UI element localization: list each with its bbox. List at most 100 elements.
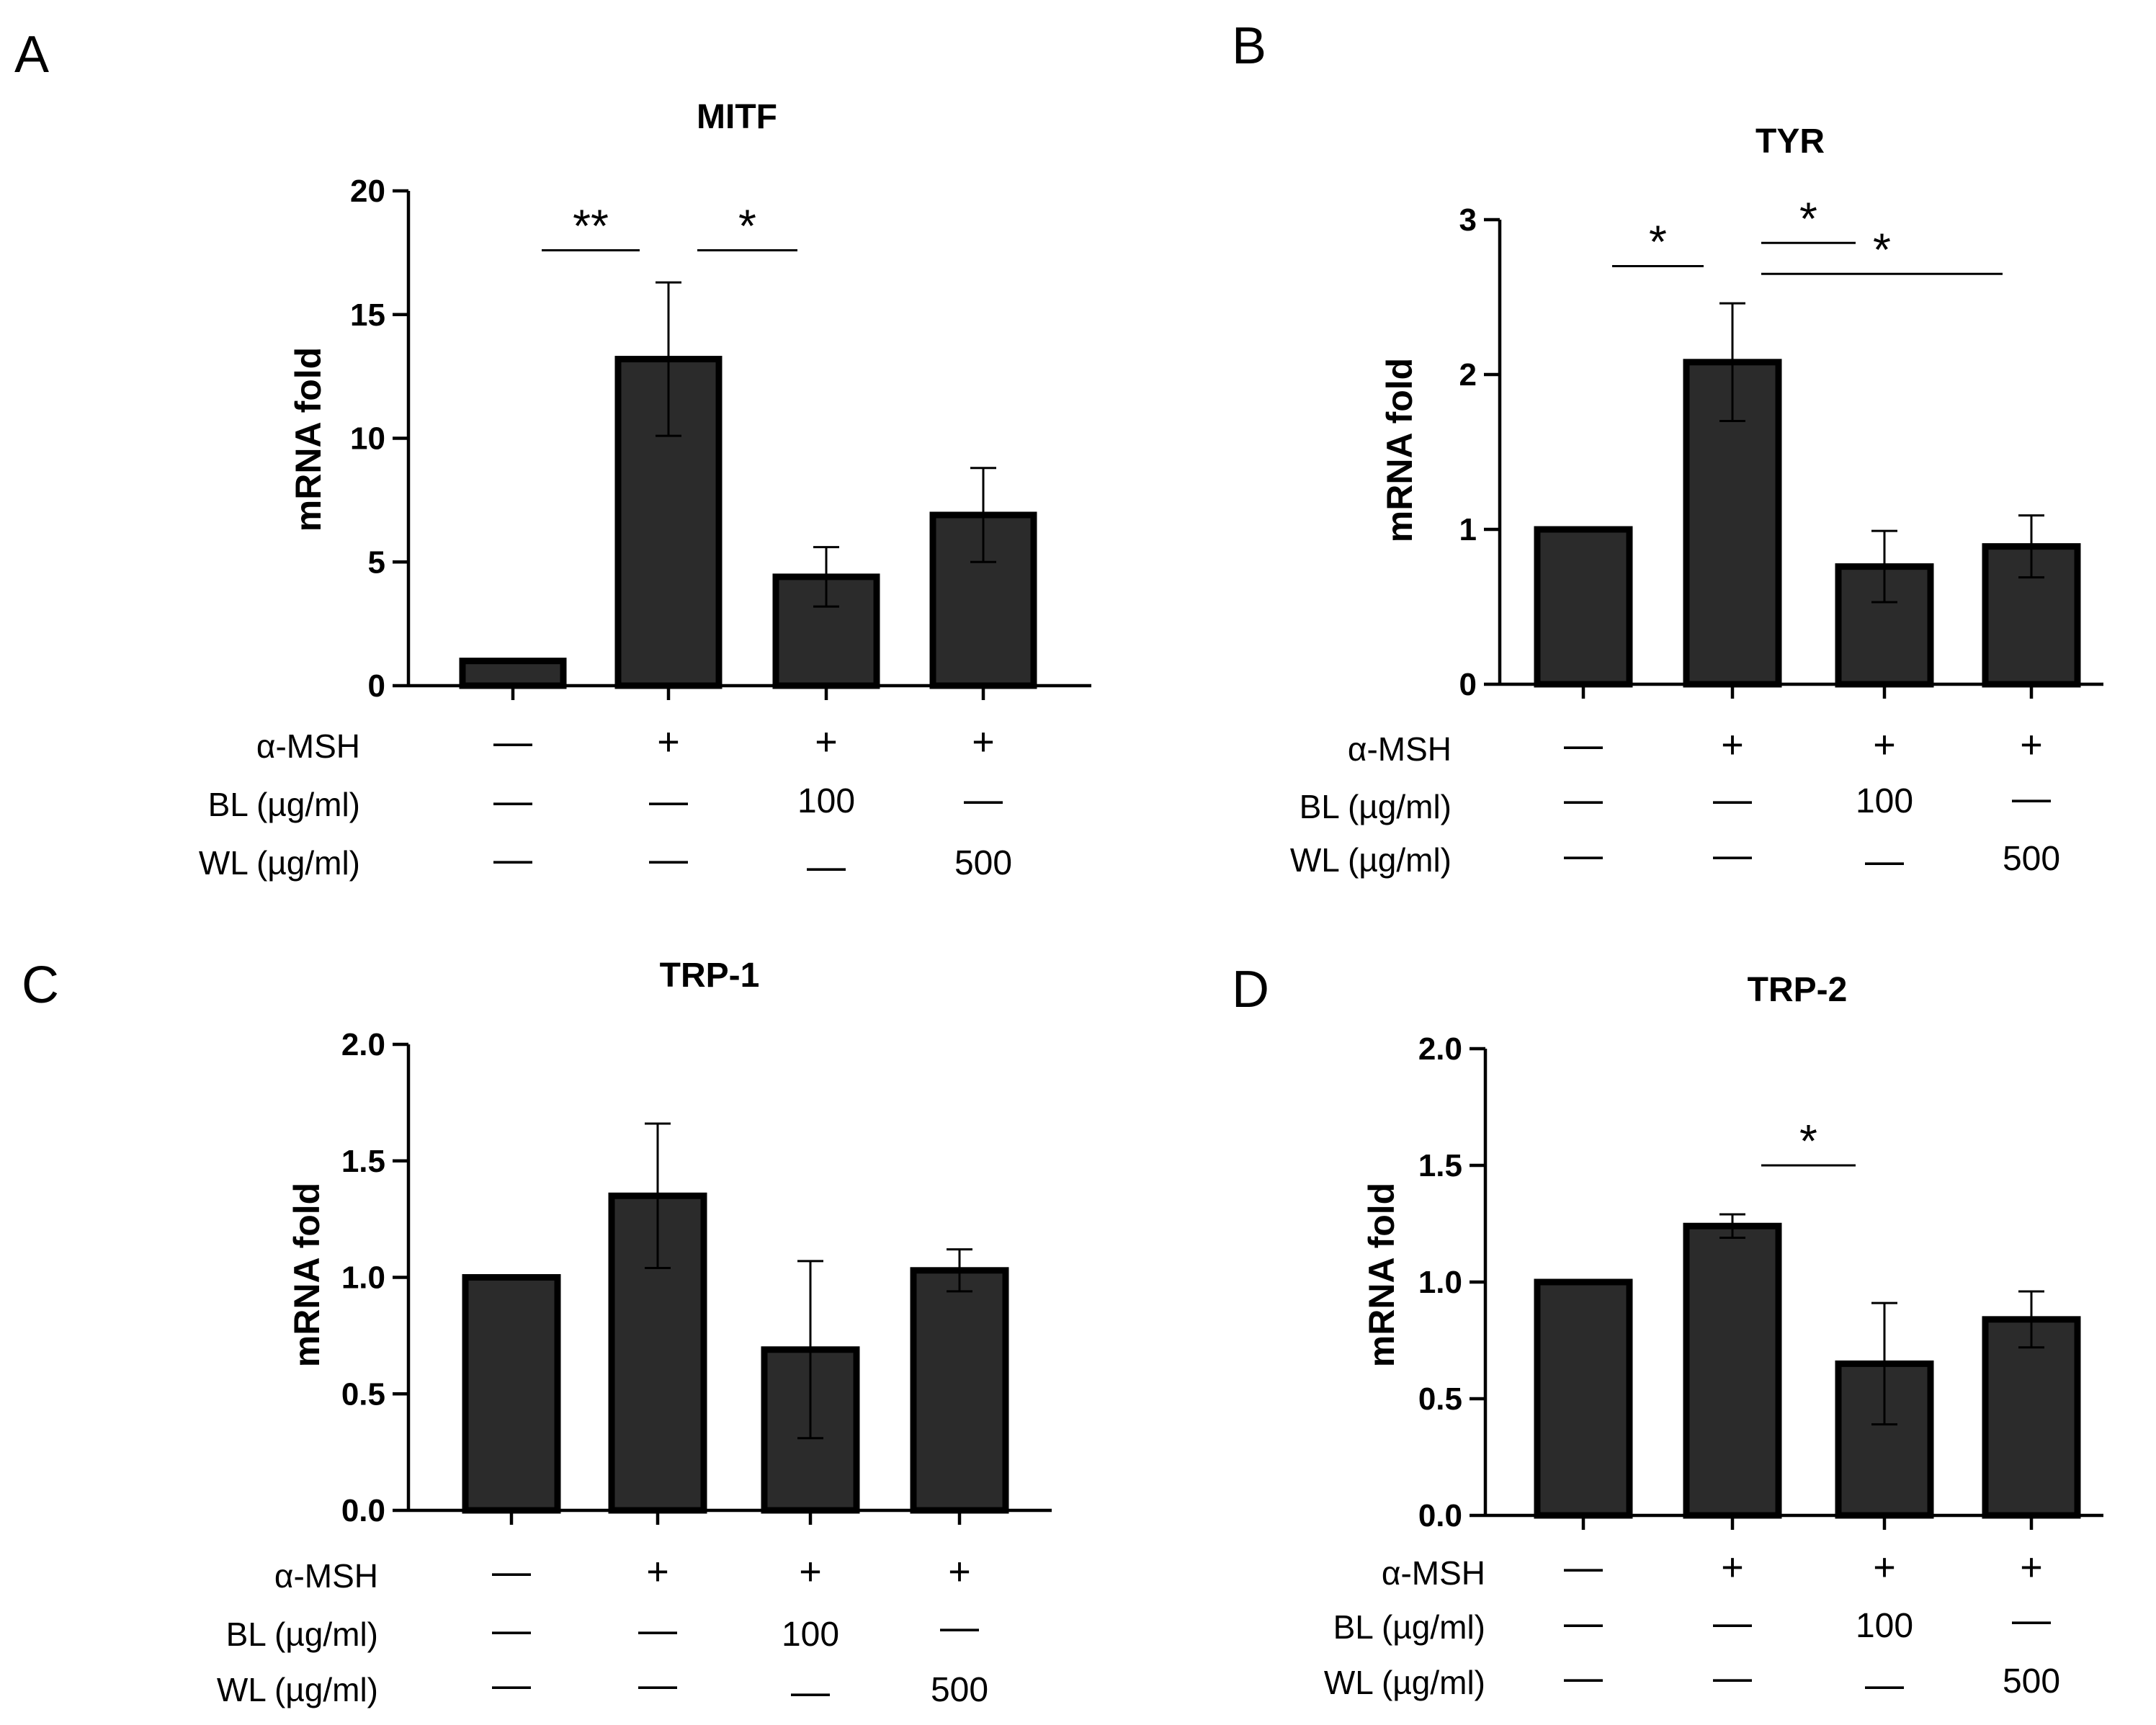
y-axis-ticks: 0 1 2 3 [1459, 202, 1500, 702]
cond-c4-msh: + [948, 1550, 971, 1593]
cond-c4-wl: 500 [2003, 1662, 2060, 1701]
cond-c3-msh: + [1873, 723, 1896, 766]
chart-title: TRP-1 [660, 956, 760, 995]
y-tick-label: 0.0 [1418, 1498, 1462, 1533]
cond-c3-wl: — [1865, 839, 1904, 882]
panel-label-c: C [22, 956, 59, 1014]
cond-c3-bl: 100 [1856, 782, 1913, 820]
chart-marks [459, 281, 1037, 689]
cond-c2-msh: + [1721, 1546, 1744, 1589]
row-label-wl: WL (µg/ml) [199, 844, 360, 882]
y-axis-ticks: 0.0 0.5 1.0 1.5 2.0 [341, 1027, 408, 1528]
significance-annotations: * * * [1612, 192, 2003, 275]
y-tick-label: 2.0 [1418, 1031, 1462, 1067]
y-axis-title: mRNA fold [1361, 1183, 1402, 1367]
panel-c: C TRP-1 mRNA fold 0.0 0.5 1.0 1.5 2.0 α-MSH … [22, 956, 1052, 1713]
condition-table: α-MSH BL (µg/ml) WL (µg/ml) — — — + — — … [1290, 723, 2060, 882]
cond-c4-bl: — [2012, 1598, 2051, 1641]
cond-c1-bl: — [493, 779, 532, 823]
bar [462, 1274, 561, 1514]
cond-c1-wl: — [492, 1663, 531, 1706]
x-axis-ticks [511, 686, 985, 700]
cond-c2-bl: — [649, 779, 688, 823]
x-axis-ticks [1581, 684, 2034, 699]
row-label-wl: WL (µg/ml) [1324, 1664, 1485, 1701]
chart-title: TYR [1755, 122, 1825, 161]
cond-c1-wl: — [1564, 833, 1603, 877]
y-tick-label: 0.5 [1418, 1381, 1462, 1417]
cond-c1-bl: — [1564, 778, 1603, 821]
cond-c3-wl: — [791, 1670, 830, 1713]
cond-c3-wl: — [1865, 1663, 1904, 1706]
y-axis-title: mRNA fold [288, 347, 328, 532]
panel-d: D TRP-2 mRNA fold 0.0 0.5 1.0 1.5 2.0 * α-MS… [1232, 961, 2103, 1706]
bar [459, 658, 567, 689]
cond-c4-bl: — [2012, 776, 2051, 820]
cond-c2-bl: — [1713, 1601, 1752, 1644]
cond-c1-msh: — [1564, 1546, 1603, 1589]
y-tick-label: 0 [368, 668, 385, 704]
cond-c3-bl: 100 [797, 782, 855, 820]
significance-annotations: * [1761, 1115, 1856, 1167]
y-tick-label: 0 [1459, 667, 1477, 702]
cond-c4-msh: + [972, 720, 995, 763]
row-label-bl: BL (µg/ml) [1300, 788, 1452, 825]
cond-c1-msh: — [493, 720, 532, 763]
cond-c3-wl: — [807, 845, 846, 888]
y-tick-label: 5 [368, 545, 385, 580]
chart-marks [462, 1122, 1009, 1514]
significance-label: * [1873, 223, 1891, 275]
y-tick-label: 3 [1459, 202, 1477, 238]
cond-c1-msh: — [492, 1550, 531, 1593]
condition-table: α-MSH BL (µg/ml) WL (µg/ml) — — — + — — … [199, 720, 1012, 888]
cond-c1-msh: — [1564, 723, 1603, 766]
cond-c3-bl: 100 [1856, 1607, 1913, 1645]
chart-marks [1534, 1213, 2081, 1519]
chart-marks [1534, 302, 2081, 688]
cond-c2-bl: — [1713, 778, 1752, 821]
cond-c1-wl: — [1564, 1656, 1603, 1699]
cond-c2-wl: — [638, 1663, 677, 1706]
cond-c1-bl: — [492, 1608, 531, 1652]
significance-label: * [1799, 192, 1817, 244]
bar [1982, 1316, 2081, 1519]
cond-c4-wl: 500 [954, 844, 1012, 882]
y-axis-title: mRNA fold [287, 1183, 327, 1367]
y-tick-label: 1.5 [341, 1144, 385, 1179]
row-label-msh: α-MSH [274, 1557, 378, 1595]
row-label-msh: α-MSH [1382, 1554, 1485, 1592]
cond-c3-msh: + [799, 1550, 822, 1593]
significance-label: * [738, 200, 756, 251]
y-tick-label: 0.0 [341, 1493, 385, 1528]
cond-c2-wl: — [1713, 833, 1752, 877]
y-axis-title: mRNA fold [1379, 358, 1420, 542]
row-label-bl: BL (µg/ml) [1333, 1608, 1485, 1646]
panel-label-b: B [1232, 17, 1266, 75]
cond-c1-bl: — [1564, 1601, 1603, 1644]
y-axis-ticks: 0 5 10 15 20 [350, 174, 408, 704]
panel-label-a: A [14, 26, 49, 84]
cond-c3-msh: + [815, 720, 838, 763]
cond-c4-msh: + [2020, 1546, 2043, 1589]
condition-table: α-MSH BL (µg/ml) WL (µg/ml) — — — + — — … [217, 1550, 988, 1713]
cond-c2-msh: + [657, 720, 680, 763]
significance-label: * [1649, 216, 1667, 268]
condition-table: α-MSH BL (µg/ml) WL (µg/ml) — — — + — — … [1324, 1546, 2060, 1706]
cond-c4-bl: — [964, 778, 1003, 821]
cond-c2-msh: + [646, 1550, 669, 1593]
y-tick-label: 10 [350, 421, 385, 457]
cond-c2-wl: — [1713, 1656, 1752, 1699]
significance-annotations: *** [542, 200, 797, 251]
y-tick-label: 1.5 [1418, 1148, 1462, 1183]
cond-c3-msh: + [1873, 1546, 1896, 1589]
y-tick-label: 1 [1459, 512, 1477, 547]
y-tick-label: 2 [1459, 357, 1477, 393]
panel-label-d: D [1232, 961, 1269, 1018]
bar [1534, 526, 1633, 688]
row-label-msh: α-MSH [1348, 730, 1452, 768]
y-tick-label: 0.5 [341, 1376, 385, 1412]
row-label-wl: WL (µg/ml) [217, 1671, 378, 1708]
cond-c1-wl: — [493, 838, 532, 881]
